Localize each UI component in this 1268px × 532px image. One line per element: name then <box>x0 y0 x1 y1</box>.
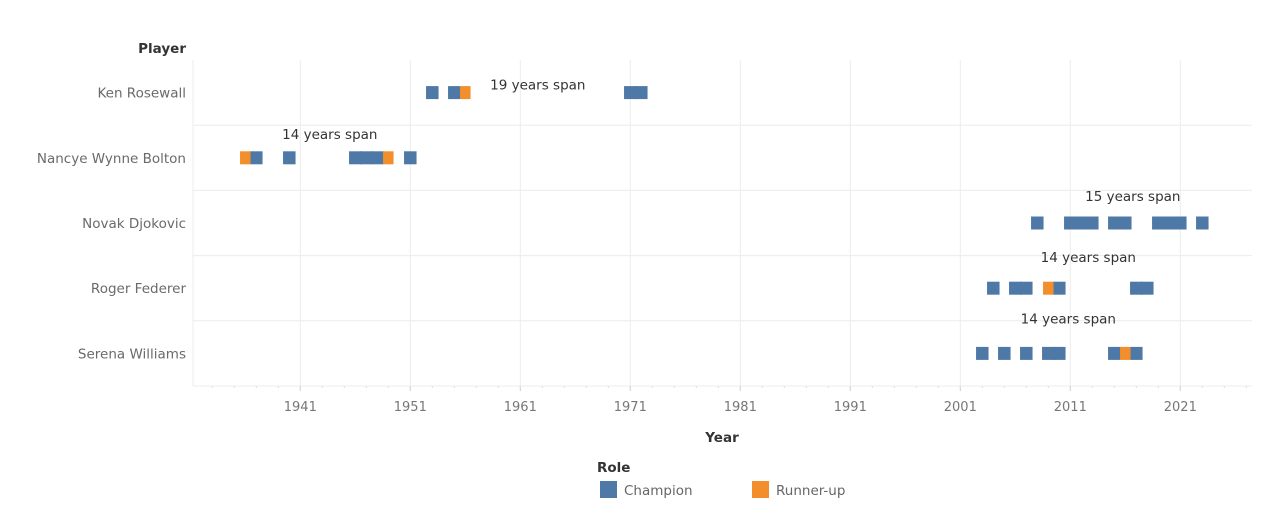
champion-mark <box>1141 281 1154 295</box>
span-label: 15 years span <box>1085 189 1180 205</box>
span-label: 14 years span <box>282 127 377 143</box>
runner-up-mark <box>240 151 251 165</box>
champion-mark <box>1163 216 1176 230</box>
x-tick-label: 2011 <box>1054 400 1087 415</box>
champion-mark <box>624 86 637 100</box>
span-label: 14 years span <box>1021 311 1116 327</box>
champion-mark <box>1031 216 1044 230</box>
x-tick-label: 1961 <box>504 400 537 415</box>
runner-up-mark <box>1043 281 1054 295</box>
row-roger-federer: Roger Federer 14 years span <box>91 250 1154 297</box>
legend: Role Champion Runner-up <box>597 460 845 499</box>
player-label: Roger Federer <box>91 281 187 297</box>
player-label: Ken Rosewall <box>97 86 186 102</box>
champion-mark <box>1130 281 1143 295</box>
champion-mark <box>371 151 384 165</box>
x-tick-label: 1981 <box>724 400 757 415</box>
legend-label-champion: Champion <box>624 483 693 499</box>
row-header: Player <box>138 41 186 57</box>
champion-mark <box>1119 216 1132 230</box>
champion-mark <box>635 86 648 100</box>
champion-mark <box>998 346 1011 360</box>
runner-up-mark <box>383 151 394 165</box>
champion-mark <box>1174 216 1187 230</box>
row-ken-rosewall: Ken Rosewall 19 years span <box>97 78 648 102</box>
champion-mark <box>1108 216 1121 230</box>
player-label: Serena Williams <box>78 346 186 362</box>
champion-mark <box>426 86 439 100</box>
legend-swatch-champion <box>600 481 617 498</box>
champion-mark <box>1020 281 1033 295</box>
x-tick-label: 2001 <box>944 400 977 415</box>
span-label: 14 years span <box>1041 250 1136 266</box>
champion-mark <box>349 151 362 165</box>
x-tick-label: 1941 <box>284 400 317 415</box>
legend-label-runner-up: Runner-up <box>776 483 845 499</box>
champion-mark <box>1108 346 1121 360</box>
row-nancye-wynne-bolton: Nancye Wynne Bolton 14 years span <box>37 127 417 167</box>
row-serena-williams: Serena Williams 14 years span <box>78 311 1143 362</box>
champion-mark <box>1053 281 1066 295</box>
runner-up-mark <box>1120 346 1131 360</box>
champion-mark <box>404 151 417 165</box>
x-tick-label: 1951 <box>394 400 427 415</box>
champion-mark <box>1196 216 1209 230</box>
champion-mark <box>1042 346 1055 360</box>
legend-title: Role <box>597 460 630 476</box>
x-tick-label: 2021 <box>1164 400 1197 415</box>
champion-mark <box>1053 346 1066 360</box>
champion-mark <box>1064 216 1077 230</box>
rows: Ken Rosewall 19 years span Nancye Wynne Bo… <box>37 78 1209 362</box>
x-tick-label: 1991 <box>834 400 867 415</box>
span-label: 19 years span <box>490 78 585 94</box>
champion-mark <box>360 151 373 165</box>
x-axis: 1941 1951 1961 1971 1981 1991 2001 2011 2021 <box>211 386 1247 415</box>
champion-mark <box>1020 346 1033 360</box>
champion-mark <box>283 151 296 165</box>
legend-swatch-runner-up <box>752 481 769 498</box>
champion-mark <box>1086 216 1099 230</box>
champion-mark <box>987 281 1000 295</box>
x-tick-label: 1971 <box>614 400 647 415</box>
row-novak-djokovic: Novak Djokovic 15 years span <box>82 189 1209 232</box>
champion-mark <box>250 151 263 165</box>
champion-mark <box>1130 346 1143 360</box>
x-axis-title: Year <box>704 430 739 446</box>
champion-mark <box>448 86 461 100</box>
player-label: Nancye Wynne Bolton <box>37 151 186 167</box>
champion-mark <box>1009 281 1022 295</box>
runner-up-mark <box>460 86 471 100</box>
champion-mark <box>1075 216 1088 230</box>
champion-mark <box>976 346 989 360</box>
player-label: Novak Djokovic <box>82 216 186 232</box>
champion-mark <box>1152 216 1165 230</box>
